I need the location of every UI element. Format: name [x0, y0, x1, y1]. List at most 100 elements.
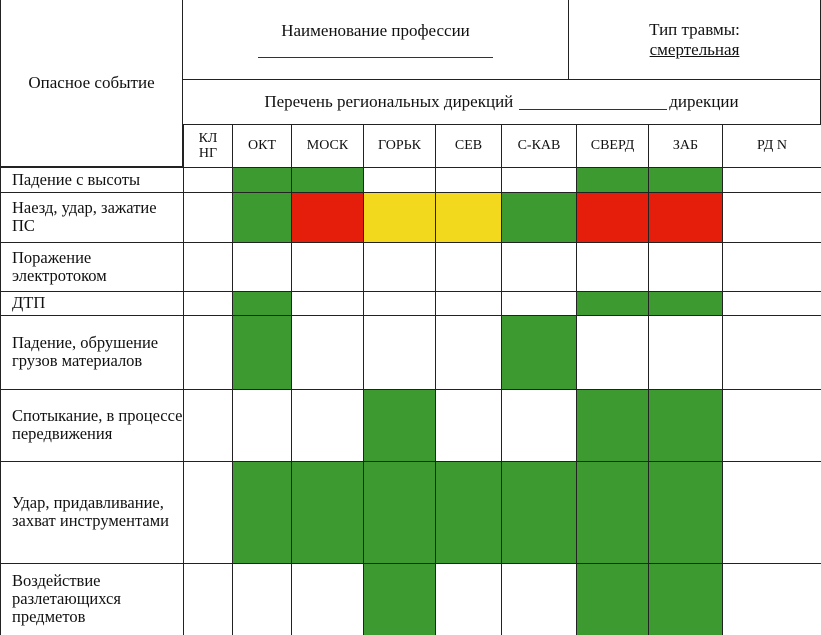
risk-cell-empty — [435, 241, 502, 292]
risk-cell-empty — [648, 241, 723, 292]
risk-cell-green — [576, 562, 649, 635]
risk-cell-green — [435, 460, 502, 564]
risk-cell-empty — [183, 314, 233, 390]
injury-type-header: Тип травмы: смертельная — [569, 0, 821, 80]
risk-cell-empty — [435, 290, 502, 316]
table-row: Наезд, удар, зажатие ПС — [0, 191, 821, 243]
table-row: Удар, придавливание, захват инструментам… — [0, 460, 821, 564]
hazard-event-name: Спотыкание, в процессе передвижения — [0, 388, 184, 462]
risk-cell-empty — [722, 562, 821, 635]
risk-cell-empty — [501, 562, 577, 635]
risk-cell-empty — [183, 460, 233, 564]
column-header-1: ОКТ — [232, 125, 292, 168]
table-row: Спотыкание, в процессе передвижения — [0, 388, 821, 462]
risk-cell-empty — [722, 460, 821, 564]
risk-cell-empty — [363, 314, 436, 390]
risk-cell-red — [291, 191, 364, 243]
risk-cell-empty — [722, 166, 821, 193]
hazard-event-name: Наезд, удар, зажатие ПС — [0, 191, 184, 243]
hazard-matrix-table: КЛ НГ ОКТ МОСК ГОРЬК СЕВ С-КАВ СВЕРД ЗАБ РД N Пад… — [0, 125, 821, 635]
risk-cell-empty — [291, 290, 364, 316]
risk-cell-green — [363, 460, 436, 564]
column-header-4: СЕВ — [435, 125, 502, 168]
risk-cell-empty — [363, 290, 436, 316]
risk-cell-empty — [722, 290, 821, 316]
hazard-event-name: Воздействие разлетающихся предметов — [0, 562, 184, 635]
hazard-event-header-label: Опасное событие — [28, 73, 155, 92]
risk-cell-empty — [232, 388, 292, 462]
hazard-event-name: Удар, придавливание, захват инструментам… — [0, 460, 184, 564]
directorate-codes-row: КЛ НГ ОКТ МОСК ГОРЬК СЕВ С-КАВ СВЕРД ЗАБ РД N — [0, 125, 821, 168]
table-row: Падение, обрушение грузов материалов — [0, 314, 821, 390]
column-header-5: С-КАВ — [501, 125, 577, 168]
risk-cell-green — [576, 460, 649, 564]
risk-cell-empty — [363, 241, 436, 292]
risk-cell-empty — [435, 562, 502, 635]
risk-cell-empty — [183, 388, 233, 462]
injury-type-label: Тип травмы: — [649, 19, 740, 39]
risk-cell-empty — [722, 314, 821, 390]
column-header-8: РД N — [722, 125, 821, 168]
directorates-suffix: дирекции — [669, 92, 739, 111]
table-row: Падение с высоты — [0, 166, 821, 193]
risk-cell-yellow — [435, 191, 502, 243]
risk-cell-empty — [576, 241, 649, 292]
column-header-2: МОСК — [291, 125, 364, 168]
risk-cell-green — [576, 388, 649, 462]
hazard-event-name: Падение, обрушение грузов материалов — [0, 314, 184, 390]
risk-cell-green — [576, 290, 649, 316]
risk-cell-green — [363, 388, 436, 462]
risk-cell-empty — [501, 241, 577, 292]
profession-blank-line — [258, 41, 493, 58]
risk-cell-green — [648, 562, 723, 635]
risk-cell-empty — [722, 241, 821, 292]
risk-cell-empty — [291, 562, 364, 635]
column-header-3: ГОРЬК — [363, 125, 436, 168]
risk-cell-empty — [232, 241, 292, 292]
injury-type-value: смертельная — [649, 39, 740, 59]
risk-cell-empty — [435, 314, 502, 390]
risk-cell-green — [232, 191, 292, 243]
hazard-event-name: Поражение электротоком — [0, 241, 184, 292]
risk-cell-green — [648, 166, 723, 193]
risk-cell-green — [501, 460, 577, 564]
risk-cell-empty — [576, 314, 649, 390]
table-row: ДТП — [0, 290, 821, 316]
risk-cell-green — [576, 166, 649, 193]
risk-cell-empty — [501, 290, 577, 316]
table-row: Поражение электротоком — [0, 241, 821, 292]
risk-cell-green — [648, 460, 723, 564]
risk-cell-green — [232, 460, 292, 564]
risk-cell-empty — [435, 388, 502, 462]
table-row: Воздействие разлетающихся предметов — [0, 562, 821, 635]
profession-label: Наименование профессии — [281, 21, 470, 40]
risk-cell-green — [648, 290, 723, 316]
risk-cell-empty — [183, 191, 233, 243]
column-header-7: ЗАБ — [648, 125, 723, 168]
risk-cell-green — [232, 166, 292, 193]
column-header-6: СВЕРД — [576, 125, 649, 168]
hazard-event-name: Падение с высоты — [0, 166, 184, 193]
risk-cell-empty — [232, 562, 292, 635]
risk-cell-red — [648, 191, 723, 243]
risk-cell-empty — [501, 388, 577, 462]
hazard-event-name: ДТП — [0, 290, 184, 316]
risk-cell-empty — [648, 314, 723, 390]
risk-cell-green — [501, 314, 577, 390]
risk-cell-empty — [363, 166, 436, 193]
risk-cell-green — [363, 562, 436, 635]
risk-cell-green — [232, 314, 292, 390]
risk-cell-green — [501, 191, 577, 243]
risk-cell-red — [576, 191, 649, 243]
risk-cell-empty — [183, 166, 233, 193]
risk-cell-green — [232, 290, 292, 316]
risk-cell-empty — [291, 241, 364, 292]
risk-cell-empty — [183, 241, 233, 292]
risk-cell-empty — [435, 166, 502, 193]
risk-cell-green — [648, 388, 723, 462]
risk-cell-yellow — [363, 191, 436, 243]
directorates-blank-line — [519, 95, 668, 110]
directorates-label: Перечень региональных дирекций — [264, 92, 514, 111]
risk-cell-empty — [183, 290, 233, 316]
